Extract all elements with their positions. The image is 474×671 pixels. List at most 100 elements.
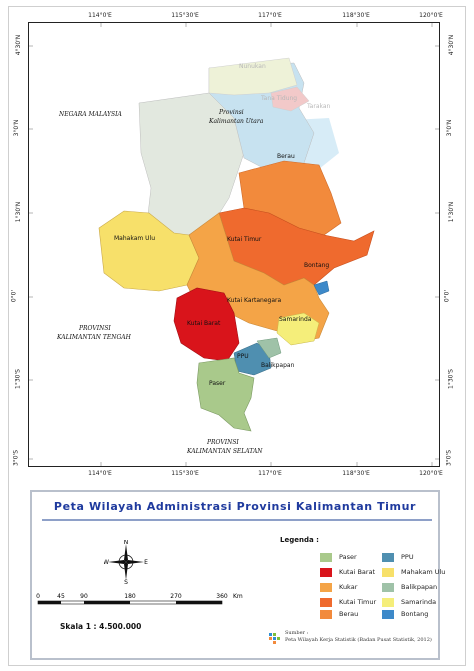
legend-swatch-ppu [382,552,394,562]
map-panel: NEGARA MALAYSIA Provinsi Kalimantan Utar… [28,22,440,467]
legend-label-mahakam-ulu: Mahakam Ulu [401,568,446,576]
bontang-region [313,280,330,296]
scale-tick-90: 90 [80,593,88,600]
balikpapan-label: Balikpapan [261,362,295,369]
province-map [29,23,439,466]
left-tick-5: 1°30'S [14,369,22,389]
malaysia-label: NEGARA MALAYSIA [59,111,122,118]
kalsel-label-2: KALIMANTAN SELATAN [187,448,263,455]
legend-item-ppu: PPU [382,552,414,562]
mahakam-ulu-label: Mahakam Ulu [114,235,155,242]
left-tick-3: 1°30'N [14,201,22,223]
legend-label-kutai-barat: Kutai Barat [339,568,376,576]
legend-label-paser: Paser [339,553,357,561]
map-title: Peta Wilayah Administrasi Provinsi Kalim… [53,500,417,513]
compass-rose-icon: N S W E [104,540,148,584]
title-divider [42,519,432,521]
kutai-timur-label: Kutai Timur [227,236,262,243]
left-tick-6: 3°0'S [12,449,20,467]
legend-swatch-bontang [382,609,394,619]
right-tick-3: 1°30'N [447,201,455,223]
bottom-tick-1: 114°0'E [88,470,112,477]
nunukan-region [208,57,298,96]
kaltara-label-1: Provinsi [219,109,244,116]
nunukan-label: Nunukan [239,63,266,70]
paser-region [196,357,255,432]
legend-label-samarinda: Samarinda [401,598,437,606]
source-heading: Sumber : [285,630,309,636]
scale-tick-0: 0 [36,593,40,600]
kutai-barat-label: Kutai Barat [187,320,221,327]
legend-swatch-paser [320,552,332,562]
legend-label-berau: Berau [339,610,359,618]
top-tick-5: 120°0'E [419,12,443,19]
right-tick-4: 0°0' [443,289,451,303]
legend-swatch-kutai-timur [320,597,332,607]
bottom-tick-2: 115°30'E [171,470,199,477]
bps-logo-icon [269,633,280,644]
legend-swatch-kutai-barat [320,567,332,577]
legend-item-samarinda: Samarinda [382,597,436,607]
source-text: Peta Wilayah Kerja Statistik (Badan Pusa… [285,637,432,643]
legend-panel: Peta Wilayah Administrasi Provinsi Kalim… [30,490,445,660]
scale-unit: Km [233,593,243,600]
legend-item-bontang: Bontang [382,609,428,619]
bottom-tick-5: 120°0'E [419,470,443,477]
scale-bar: 0 45 90 180 270 360 Km [36,593,243,605]
balikpapan-region [256,337,282,359]
bontang-label: Bontang [304,262,330,269]
graticule [29,23,439,466]
right-tick-5: 1°30'S [447,369,455,389]
samarinda-label: Samarinda [279,316,312,323]
tarakan-label: Tarakan [307,103,331,110]
kutai-kartanegara-label: Kutai Kartanegara [227,297,282,304]
legend-swatch-berau [320,609,332,619]
compass-w: W [104,559,109,566]
legend-item-kutai-barat: Kutai Barat [320,567,375,577]
samarinda-region [276,312,320,346]
legend-item-kukar: Kukar [320,582,357,592]
bottom-tick-3: 117°0'E [258,470,282,477]
left-tick-4: 0°0' [10,289,18,303]
legend-label-ppu: PPU [401,553,414,561]
compass-n: N [124,540,129,546]
berau-label: Berau [277,153,295,160]
kutai-barat-region [173,287,240,362]
legend-item-berau: Berau [320,609,358,619]
legend-label-kukar: Kukar [339,583,358,591]
map-sheet-frame [8,6,466,666]
legend-item-kutai-timur: Kutai Timur [320,597,376,607]
kalteng-label-1: PROVINSI [79,325,111,332]
legend-item-balikpapan: Balikpapan [382,582,437,592]
legend-label-kutai-timur: Kutai Timur [339,598,377,606]
left-tick-2: 3°0'N [12,119,20,137]
source-note: Sumber : Peta Wilayah Kerja Statistik (B… [285,630,432,644]
top-tick-3: 117°0'E [258,12,282,19]
compass-e: E [144,559,148,566]
legend-swatch-kukar [320,582,332,592]
tana-tidung-label: Tana Tidung [261,95,298,102]
legend-swatch-balikpapan [382,582,394,592]
compass-s: S [124,579,128,584]
scale-ratio: Skala 1 : 4.500.000 [60,622,142,631]
legend-swatch-samarinda [382,597,394,607]
right-tick-2: 3°0'N [445,119,453,137]
scale-tick-180: 180 [124,593,136,600]
right-tick-1: 4°30'N [447,34,455,56]
scale-tick-45: 45 [57,593,65,600]
top-tick-4: 118°30'E [342,12,370,19]
kalsel-label-1: PROVINSI [207,439,239,446]
legend-label-balikpapan: Balikpapan [401,583,438,591]
top-tick-2: 115°30'E [171,12,199,19]
scale-tick-270: 270 [170,593,182,600]
legend-label-bontang: Bontang [401,610,429,618]
legend-item-mahakam-ulu: Mahakam Ulu [382,567,445,577]
legend-item-paser: Paser [320,552,357,562]
bottom-tick-4: 118°30'E [342,470,370,477]
legend-swatch-mahakam-ulu [382,567,394,577]
ppu-label: PPU [237,353,249,360]
left-tick-1: 4°30'N [14,34,22,56]
top-tick-1: 114°0'E [88,12,112,19]
kaltara-label-2: Kalimantan Utara [209,118,264,125]
scale-tick-360: 360 [216,593,228,600]
